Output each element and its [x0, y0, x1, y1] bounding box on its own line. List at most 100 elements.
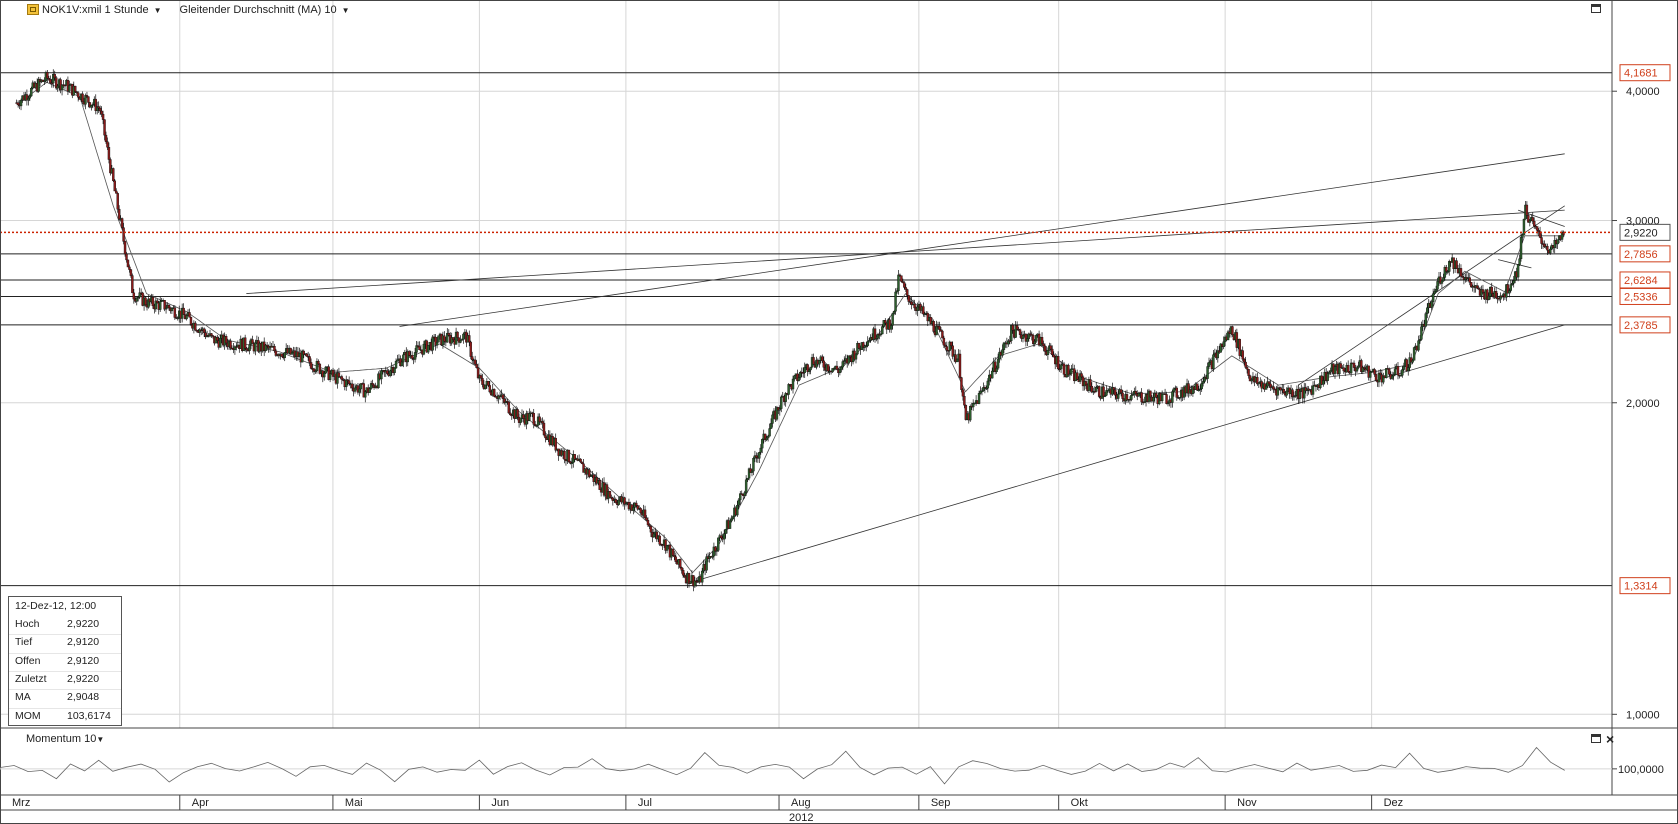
indicator-label[interactable]: Gleitender Durchschnitt (MA) 10: [179, 4, 337, 16]
candle-body: [19, 99, 23, 107]
candle-body: [1393, 368, 1397, 375]
candle-body: [1434, 289, 1438, 292]
candle-body: [100, 110, 103, 115]
candle-body: [1490, 286, 1493, 294]
candle-body: [866, 341, 869, 346]
candle-body: [245, 348, 248, 351]
candle-body: [582, 463, 585, 473]
dropdown-icon[interactable]: ▼: [153, 5, 162, 15]
candle-body: [588, 469, 591, 477]
candle-body: [1355, 367, 1359, 372]
chart-icon[interactable]: [27, 4, 39, 15]
candle-body: [1241, 350, 1244, 360]
candle-body: [1411, 360, 1414, 363]
candle-body: [809, 366, 812, 371]
maximize-icon[interactable]: [1591, 4, 1601, 13]
candle-body: [892, 311, 896, 314]
maximize-icon[interactable]: [1591, 734, 1601, 743]
candle-body: [25, 94, 29, 101]
info-key: MOM: [15, 709, 41, 722]
momentum-label[interactable]: Momentum 10▼: [26, 733, 104, 745]
candle-body: [1407, 367, 1410, 372]
info-value: 2,9048: [67, 691, 100, 704]
candle-body: [1152, 396, 1155, 402]
month-label: Jul: [638, 797, 652, 809]
candle-body: [229, 340, 232, 349]
candle-body: [649, 526, 653, 533]
candle-body: [1080, 373, 1083, 378]
dropdown-icon[interactable]: ▼: [341, 5, 350, 15]
candle-body: [497, 395, 500, 399]
candle-body: [821, 356, 824, 362]
candle-body: [873, 328, 877, 340]
close-icon[interactable]: ×: [1606, 731, 1615, 747]
candle-body: [156, 300, 159, 304]
candle-body: [646, 520, 650, 526]
horizontal-levels: 4,1681 2,7856 2,6284 2,5336 2,3785 1,3314: [0, 64, 1671, 595]
month-label: Dez: [1384, 797, 1404, 809]
candle-body: [346, 379, 349, 382]
candle-body: [202, 328, 206, 333]
candle-body: [16, 102, 20, 106]
candle-body: [1402, 365, 1406, 370]
candle-body: [1033, 341, 1036, 345]
candle-body: [775, 407, 779, 420]
candle-body: [450, 337, 453, 344]
candle-body: [1322, 380, 1325, 385]
candle-body: [888, 319, 891, 330]
candle-body: [755, 455, 758, 458]
symbol-label[interactable]: NOK1V:xmil 1 Stunde: [42, 4, 149, 16]
candle-body: [126, 259, 130, 268]
candle-body: [406, 351, 409, 363]
candle-body: [573, 454, 576, 460]
candle-body: [787, 384, 790, 395]
candle-body: [454, 331, 458, 345]
current-price-tag: [1619, 223, 1671, 241]
candle-body: [1533, 220, 1536, 227]
candle-body: [951, 345, 954, 357]
candle-body: [1370, 371, 1373, 373]
candle-body: [652, 533, 656, 538]
candle-body: [608, 490, 612, 498]
candle-body: [1021, 335, 1025, 339]
dropdown-icon[interactable]: ▼: [96, 735, 105, 744]
candle-body: [806, 364, 809, 372]
candle-body: [437, 335, 440, 343]
candle-body: [985, 387, 988, 390]
candle-body: [1042, 343, 1045, 347]
candle-body: [797, 377, 801, 381]
candle-body: [857, 343, 861, 349]
candle-body: [935, 325, 938, 336]
candle-body: [687, 572, 691, 584]
candle-body: [434, 336, 437, 346]
candle-body: [1431, 293, 1435, 302]
candle-body: [327, 366, 330, 380]
trendline: [1298, 205, 1565, 386]
candle-body: [289, 347, 292, 355]
candle-body: [766, 435, 770, 439]
info-value: 2,9120: [67, 654, 100, 667]
candle-body: [910, 301, 913, 305]
candle-body: [938, 326, 941, 330]
candle-body: [251, 339, 254, 344]
candle-body: [1059, 364, 1063, 370]
candle-body: [1095, 386, 1098, 392]
candle-body: [479, 375, 483, 379]
candle-body: [49, 79, 52, 84]
candle-body: [1257, 382, 1261, 385]
candle-body: [731, 516, 735, 520]
candle-body: [906, 289, 909, 296]
candle-body: [446, 332, 449, 343]
candle-body: [427, 345, 430, 353]
candle-body: [340, 376, 344, 380]
trendlines: [246, 153, 1565, 584]
candle-body: [750, 470, 754, 473]
candle-body: [1143, 401, 1146, 403]
candle-body: [1216, 350, 1220, 359]
candle-body: [1546, 245, 1549, 251]
y-tick-label: 3,0000: [1626, 216, 1660, 228]
candle-body: [763, 433, 767, 441]
candle-body: [1390, 375, 1394, 379]
candle-body: [1443, 266, 1447, 278]
